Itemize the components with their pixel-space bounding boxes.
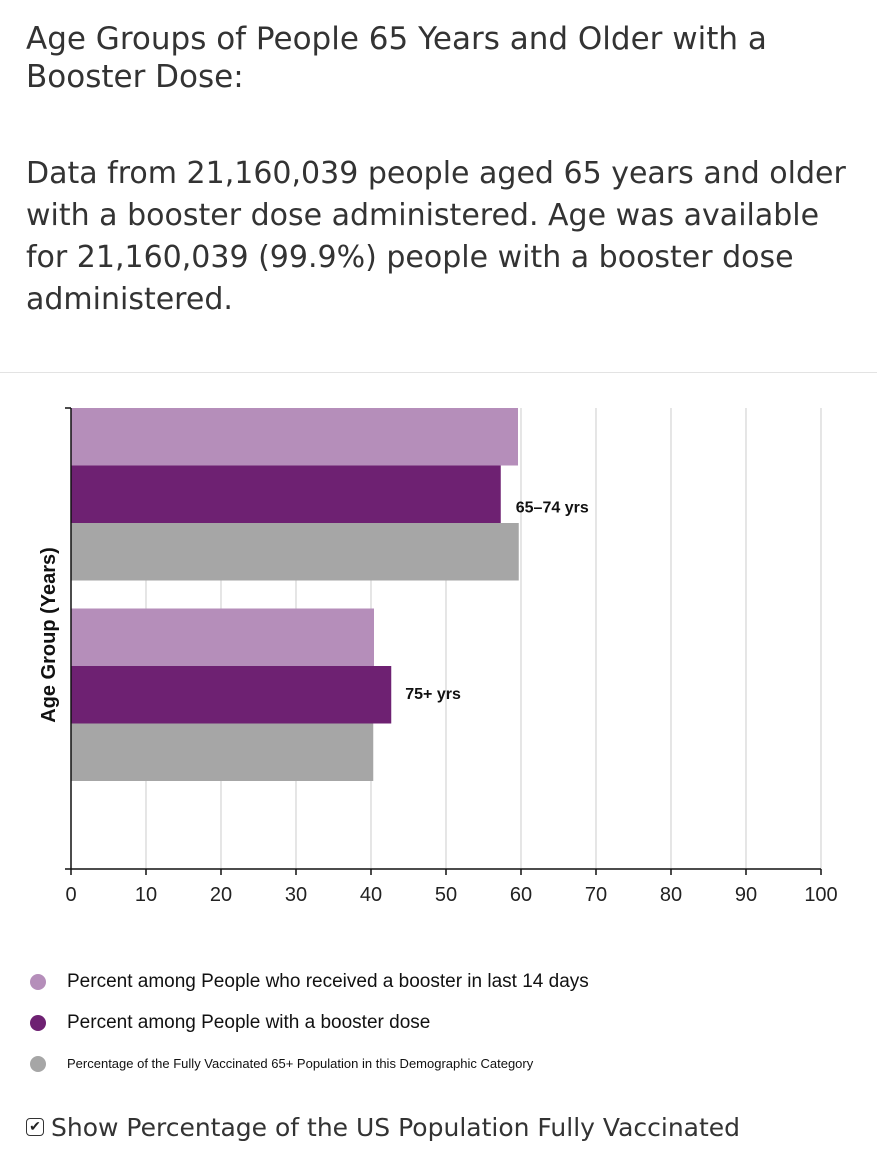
chart-legend: Percent among People who received a boos… <box>30 972 830 1095</box>
section-divider <box>0 372 877 373</box>
legend-item-recent-booster[interactable]: Percent among People who received a boos… <box>30 972 830 992</box>
legend-label-booster-dose: Percent among People with a booster dose <box>67 1012 431 1033</box>
x-tick-label-100: 100 <box>804 884 837 906</box>
bar-2-series-3 <box>71 723 374 781</box>
bar-1-series-1 <box>71 408 518 466</box>
x-tick-label-40: 40 <box>360 884 382 906</box>
category-label-1: 65–74 yrs <box>516 499 589 516</box>
legend-swatch-booster-dose <box>30 1015 46 1031</box>
x-tick-label-90: 90 <box>735 884 757 906</box>
legend-swatch-fully-vaccinated <box>30 1056 46 1072</box>
show-us-population-label: Show Percentage of the US Population Ful… <box>51 1113 741 1142</box>
legend-label-fully-vaccinated: Percentage of the Fully Vaccinated 65+ P… <box>67 1056 534 1071</box>
legend-item-fully-vaccinated[interactable]: Percentage of the Fully Vaccinated 65+ P… <box>30 1054 830 1074</box>
bar-2-series-1 <box>71 608 374 666</box>
legend-label-recent-booster: Percent among People who received a boos… <box>67 971 589 992</box>
x-tick-label-60: 60 <box>510 884 532 906</box>
y-axis-title: Age Group (Years) <box>38 547 60 723</box>
bar-1-series-2 <box>71 465 501 523</box>
category-label-2: 75+ yrs <box>405 686 461 703</box>
legend-item-booster-dose[interactable]: Percent among People with a booster dose <box>30 1013 830 1033</box>
x-tick-label-10: 10 <box>135 884 157 906</box>
chart-heading: Age Groups of People 65 Years and Older … <box>26 21 767 95</box>
x-tick-label-80: 80 <box>660 884 682 906</box>
x-tick-label-20: 20 <box>210 884 232 906</box>
x-tick-label-30: 30 <box>285 884 307 906</box>
x-tick-label-50: 50 <box>435 884 457 906</box>
chart-description: Data from 21,160,039 people aged 65 year… <box>26 156 846 317</box>
bar-chart: 65–74 yrs 75+ yrs 0 10 20 30 40 50 60 70 80 90 100 Ag… <box>38 407 838 906</box>
show-us-population-checkbox[interactable]: ✔ <box>26 1118 44 1136</box>
x-tick-label-0: 0 <box>65 884 76 906</box>
bar-1-series-3 <box>71 523 519 581</box>
bar-2-series-2 <box>71 666 392 724</box>
x-tick-label-70: 70 <box>585 884 607 906</box>
legend-swatch-recent-booster <box>30 974 46 990</box>
